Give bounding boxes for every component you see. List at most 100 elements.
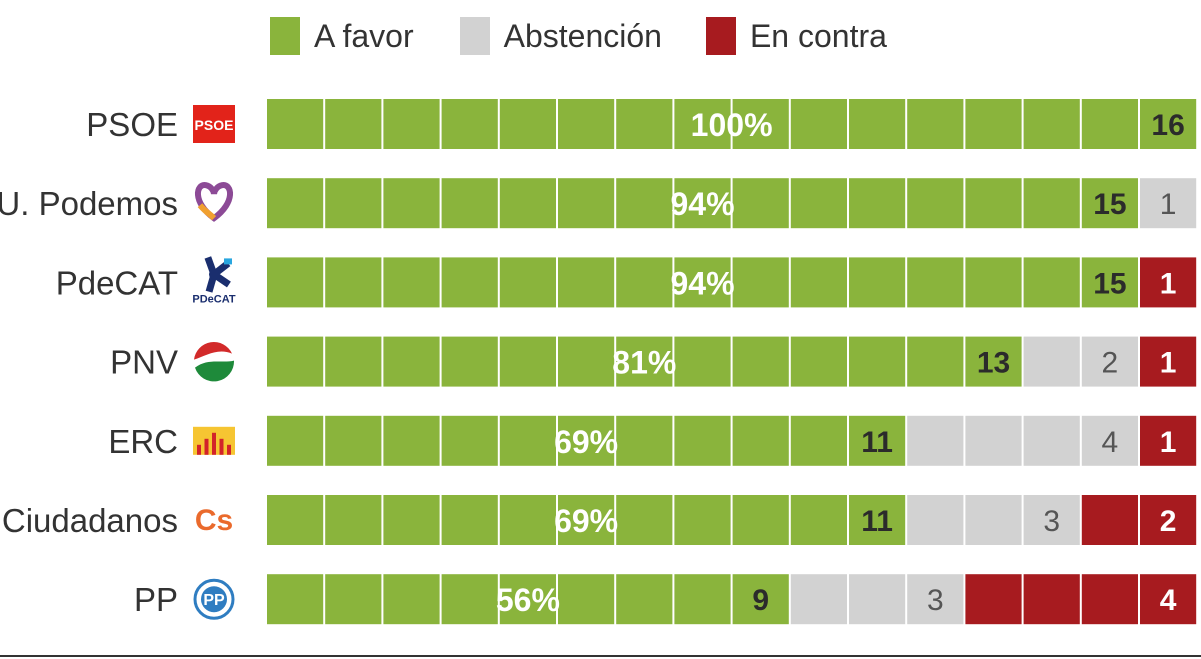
bar-cell-a-favor <box>558 99 615 149</box>
value-label-en-contra: 1 <box>1160 347 1177 380</box>
bar-cell-a-favor <box>267 495 324 545</box>
erc-logo-stripe <box>204 438 209 455</box>
ciudadanos-logo-text: Cs <box>195 504 233 537</box>
bar-cell-a-favor <box>499 336 556 387</box>
bar-cell-a-favor <box>558 178 615 229</box>
legend-label-favor: A favor <box>314 17 414 54</box>
value-label-en-contra: 1 <box>1160 267 1177 300</box>
bar-cell-en-contra <box>1140 257 1197 308</box>
bar-cell-a-favor <box>907 257 964 308</box>
percent-label: 56% <box>496 582 560 618</box>
bar-cell-a-favor <box>965 336 1022 387</box>
percent-label: 100% <box>691 107 773 143</box>
bar-cell-a-favor <box>558 415 615 466</box>
bar-row: ERC 69% 11 4 1 <box>108 415 1197 466</box>
bar-cell-en-contra <box>1140 574 1197 625</box>
bar-cell-a-favor <box>499 495 556 545</box>
pp-logo: PP <box>193 578 235 620</box>
percent-label: 81% <box>612 345 676 381</box>
legend-item-favor: A favor <box>270 17 414 55</box>
legend-item-abstencion: Abstención <box>459 17 662 55</box>
podemos-heart-shape <box>195 182 233 222</box>
value-label-a-favor: 15 <box>1093 188 1126 221</box>
pnv-logo-green <box>195 360 235 382</box>
legend-swatch-contra <box>705 17 736 55</box>
bar-row: PNV 81% 13 2 1 <box>110 336 1197 387</box>
bar-cell-a-favor <box>325 574 382 625</box>
value-label-a-favor: 16 <box>1151 109 1184 142</box>
legend-swatch-favor <box>270 17 300 55</box>
podemos-heart-logo <box>195 182 233 222</box>
value-label-abstenci-n: 1 <box>1160 188 1177 221</box>
bar-cell-abstenci-n <box>907 495 964 545</box>
value-label-a-favor: 11 <box>861 505 893 538</box>
pdecat-star <box>204 256 232 293</box>
legend-label-abstencion: Abstención <box>503 17 662 54</box>
bar-cell-a-favor <box>499 178 556 229</box>
bar-cell-abstenci-n <box>1023 415 1080 466</box>
bar-cell-a-favor <box>267 574 324 625</box>
bar-cell-a-favor <box>1081 99 1138 149</box>
bar-cell-a-favor <box>616 574 673 625</box>
bar-cell-a-favor <box>267 178 324 229</box>
bar-cell-a-favor <box>267 99 324 149</box>
bar-cell-a-favor <box>383 495 440 545</box>
ciudadanos-logo: Cs <box>195 504 233 537</box>
category-label: PP <box>134 581 178 618</box>
bar-cell-a-favor <box>790 495 847 545</box>
erc-logo-stripe <box>227 444 231 455</box>
bar-cell-en-contra <box>1140 495 1197 545</box>
bar-cell-a-favor <box>732 178 789 229</box>
erc-logo <box>193 426 235 455</box>
bar-cell-a-favor <box>383 415 440 466</box>
category-label: ERC <box>108 423 178 460</box>
bar-cell-a-favor <box>558 574 615 625</box>
percent-label: 94% <box>670 265 734 301</box>
category-label: Ciudadanos <box>2 502 178 539</box>
bar-cell-a-favor <box>674 415 731 466</box>
bar-cell-a-favor <box>674 99 731 149</box>
bar-cell-a-favor <box>732 574 789 625</box>
bar-cell-a-favor <box>907 336 964 387</box>
bar-cell-abstenci-n <box>1081 336 1138 387</box>
bar-cell-abstenci-n <box>965 415 1022 466</box>
bar-cell-a-favor <box>499 415 556 466</box>
pp-logo-disc <box>201 586 227 613</box>
value-label-a-favor: 11 <box>861 426 893 459</box>
category-label: PSOE <box>86 106 178 143</box>
bar-cell-a-favor <box>558 257 615 308</box>
bar-cell-en-contra <box>1081 574 1138 625</box>
bar-cell-a-favor <box>1140 99 1197 149</box>
bar-cell-a-favor <box>616 495 673 545</box>
pdecat-logo-text: PDeCAT <box>192 293 235 305</box>
bar-cell-a-favor <box>499 257 556 308</box>
podemos-heart-accent <box>197 203 217 221</box>
bar-cell-a-favor <box>383 336 440 387</box>
psoe-logo-text: PSOE <box>195 117 234 133</box>
pdecat-logo: PDeCAT <box>192 256 236 305</box>
bar-cell-en-contra <box>965 574 1022 625</box>
bar-cell-a-favor <box>965 257 1022 308</box>
bar-cell-a-favor <box>325 257 382 308</box>
category-label: PdeCAT <box>56 264 178 301</box>
bar-cell-a-favor <box>732 495 789 545</box>
bar-cell-a-favor <box>441 415 498 466</box>
bar-cell-a-favor <box>1023 99 1080 149</box>
bar-cell-a-favor <box>674 178 731 229</box>
percent-label: 69% <box>554 503 618 539</box>
bar-cell-en-contra <box>1081 495 1138 545</box>
pp-logo-text: PP <box>203 592 225 609</box>
value-label-abstenci-n: 2 <box>1102 347 1119 380</box>
bar-cell-a-favor <box>441 257 498 308</box>
bar-cell-a-favor <box>790 99 847 149</box>
bar-cell-a-favor <box>674 495 731 545</box>
bar-cell-a-favor <box>674 336 731 387</box>
bar-cell-a-favor <box>849 178 906 229</box>
bar-cell-a-favor <box>732 99 789 149</box>
bar-cell-a-favor <box>441 99 498 149</box>
bar-cell-a-favor <box>499 574 556 625</box>
bar-cell-a-favor <box>965 99 1022 149</box>
legend-item-contra: En contra <box>705 17 887 55</box>
psoe-logo: PSOE <box>193 105 235 143</box>
